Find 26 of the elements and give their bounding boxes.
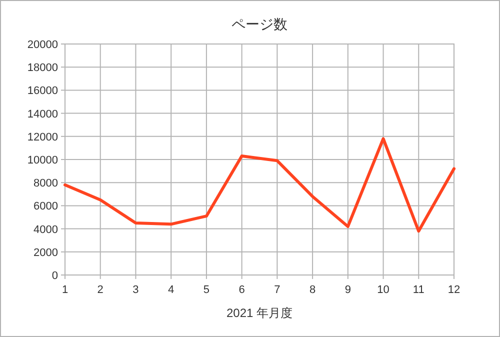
- y-tick-label: 18000: [27, 62, 58, 74]
- x-tick-label: 9: [344, 284, 351, 296]
- x-tick-label: 12: [448, 284, 460, 296]
- x-axis-title: 2021 年月度: [226, 306, 293, 320]
- y-tick-label: 2000: [34, 246, 58, 259]
- x-tick-label: 10: [377, 284, 390, 296]
- x-tick-label: 3: [132, 284, 139, 296]
- x-tick-label: 6: [238, 284, 245, 296]
- line-series: [64, 137, 456, 233]
- y-tick-label: 6000: [34, 200, 58, 213]
- x-tick-label: 4: [168, 284, 174, 296]
- x-tick-label: 8: [309, 284, 316, 296]
- y-tick-label: 16000: [27, 85, 58, 98]
- y-tick-label: 12000: [27, 131, 58, 144]
- x-tick-label: 7: [274, 284, 280, 296]
- x-tick-label: 11: [412, 284, 424, 296]
- y-tick-label: 0: [52, 270, 58, 282]
- x-tick-label: 2: [97, 284, 104, 296]
- chart-title: ページ数: [232, 16, 288, 32]
- y-tick-label: 14000: [27, 108, 58, 120]
- x-tick-label: 5: [203, 284, 210, 296]
- y-tick-label: 4000: [34, 224, 58, 236]
- x-tick-label: 1: [62, 284, 68, 296]
- y-tick-label: 8000: [34, 178, 58, 190]
- y-tick-label: 10000: [27, 154, 58, 166]
- y-tick-label: 20000: [27, 39, 58, 51]
